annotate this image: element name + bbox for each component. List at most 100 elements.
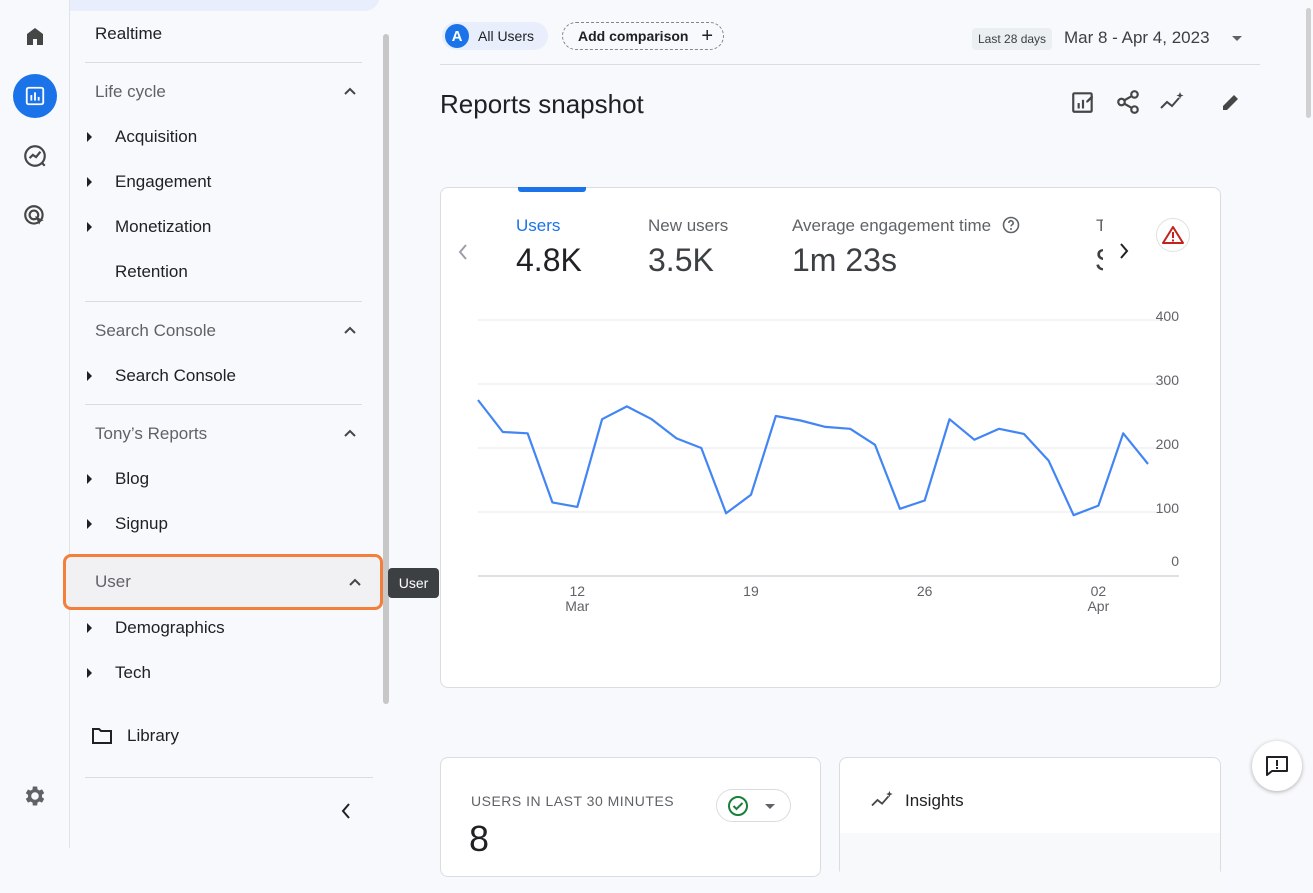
x-tick-label: 02 (1091, 583, 1107, 599)
active-tab-indicator (518, 187, 586, 192)
nav-item-tech[interactable]: Tech (70, 651, 370, 695)
x-tick-label: 19 (743, 583, 759, 599)
users-series-line (477, 399, 1149, 517)
y-tick-label: 0 (1171, 553, 1179, 569)
y-axis-ticks: 0 100 200 300 400 (1156, 308, 1180, 569)
nav-item-label: Tech (115, 663, 151, 682)
section-life-cycle[interactable]: Life cycle (85, 70, 363, 114)
expand-arrow-icon (87, 177, 92, 187)
dropdown-caret-icon[interactable] (1232, 36, 1242, 41)
insights-content-area (840, 833, 1220, 893)
metric-tab-new-users[interactable]: New users 3.5K (648, 216, 728, 279)
nav-item-label: Monetization (115, 217, 212, 236)
nav-scrollbar[interactable] (383, 34, 389, 704)
insights-card: Insights (839, 757, 1221, 893)
section-search-console[interactable]: Search Console (85, 309, 363, 353)
advertising-icon[interactable] (13, 194, 57, 238)
y-tick-label: 300 (1156, 372, 1180, 388)
chevron-up-icon (344, 429, 356, 437)
help-circle-icon[interactable] (1002, 216, 1020, 234)
section-user[interactable]: User (63, 554, 383, 610)
nav-item-label: Library (127, 726, 179, 745)
metric-value: 4.8K (516, 242, 582, 278)
section-title: Tony’s Reports (95, 424, 208, 443)
section-title: User (95, 572, 131, 591)
date-range-picker[interactable]: Mar 8 - Apr 4, 2023 (1064, 28, 1210, 47)
divider (85, 404, 362, 405)
expand-arrow-icon (87, 519, 92, 529)
dropdown-caret-icon (765, 804, 775, 809)
nav-item-label: Realtime (95, 24, 163, 43)
metric-label: T (1096, 216, 1103, 235)
nav-item-blog[interactable]: Blog (70, 457, 370, 501)
folder-icon (92, 728, 112, 744)
feedback-icon (1266, 756, 1288, 776)
divider (85, 62, 362, 63)
chevron-left-icon[interactable] (456, 242, 470, 262)
segment-label: All Users (478, 28, 535, 44)
expand-arrow-icon (87, 371, 92, 381)
card-title: USERS IN LAST 30 MINUTES (471, 793, 675, 809)
nav-item-monetization[interactable]: Monetization (70, 205, 370, 249)
nav-item-signup[interactable]: Signup (70, 502, 370, 546)
metric-label: Average engagement time (792, 216, 992, 235)
share-icon[interactable] (1114, 88, 1142, 116)
metric-tab-clipped[interactable]: T $ (1096, 216, 1103, 279)
expand-arrow-icon (87, 132, 92, 142)
reports-nav: Realtime Life cycle Acquisition Engageme… (70, 0, 390, 848)
chevron-right-icon[interactable] (1117, 241, 1131, 261)
nav-item-demographics[interactable]: Demographics (70, 606, 370, 650)
x-tick-label: 12 (569, 583, 585, 599)
expand-arrow-icon (87, 668, 92, 678)
add-comparison-button[interactable]: Add comparison + (562, 22, 724, 50)
segment-avatar: A (445, 24, 469, 48)
expand-arrow-icon (87, 623, 92, 633)
expand-arrow-icon (87, 474, 92, 484)
x-tick-month-label: Mar (565, 598, 589, 614)
section-title: Search Console (95, 321, 216, 340)
reports-icon[interactable] (13, 74, 57, 118)
nav-item-library[interactable]: Library (70, 714, 370, 758)
nav-item-label: Retention (115, 262, 188, 281)
chart-grid (478, 319, 1179, 577)
plus-icon: + (701, 25, 713, 47)
metric-value: 3.5K (648, 242, 714, 278)
nav-item-label: Signup (115, 514, 168, 533)
chevron-up-icon (349, 578, 361, 586)
metric-tab-avg-engagement[interactable]: Average engagement time 1m 23s (792, 216, 1020, 279)
page-title: Reports snapshot (440, 89, 644, 119)
metric-tab-users[interactable]: Users 4.8K (516, 216, 582, 279)
customize-report-icon[interactable] (1069, 88, 1097, 116)
nav-item-label: Acquisition (115, 127, 198, 146)
realtime-status-dropdown[interactable] (716, 789, 791, 822)
page-scrollbar[interactable] (1306, 8, 1311, 118)
tooltip: User (388, 568, 439, 598)
divider (85, 777, 373, 778)
nav-item-realtime[interactable]: Realtime (70, 12, 370, 56)
section-tonys-reports[interactable]: Tony’s Reports (85, 412, 363, 456)
feedback-button[interactable] (1252, 741, 1302, 791)
home-icon[interactable] (13, 14, 57, 58)
explore-icon[interactable] (13, 134, 57, 178)
nav-item-engagement[interactable]: Engagement (70, 160, 370, 204)
section-title: Life cycle (95, 82, 166, 101)
insights-sparkle-icon[interactable] (1159, 88, 1187, 116)
nav-item-acquisition[interactable]: Acquisition (70, 115, 370, 159)
card-title: Insights (905, 791, 964, 810)
edit-pencil-icon[interactable] (1217, 88, 1245, 116)
divider (85, 301, 362, 302)
nav-item-retention[interactable]: Retention (70, 250, 370, 294)
nav-item-search-console[interactable]: Search Console (70, 354, 370, 398)
segment-chip-all-users[interactable]: A All Users (442, 22, 549, 50)
collapse-nav-chevron-left-icon[interactable] (336, 800, 356, 822)
settings-gear-icon[interactable] (13, 774, 57, 818)
insights-sparkle-icon (871, 790, 893, 807)
warning-icon[interactable] (1156, 218, 1190, 252)
left-rail (0, 0, 70, 848)
nav-item-label: Blog (115, 469, 150, 488)
top-bar: A All Users Add comparison + Last 28 day… (440, 0, 1260, 65)
date-preset-badge: Last 28 days (972, 28, 1053, 50)
metric-label: New users (648, 216, 729, 235)
chevron-up-icon (344, 326, 356, 334)
